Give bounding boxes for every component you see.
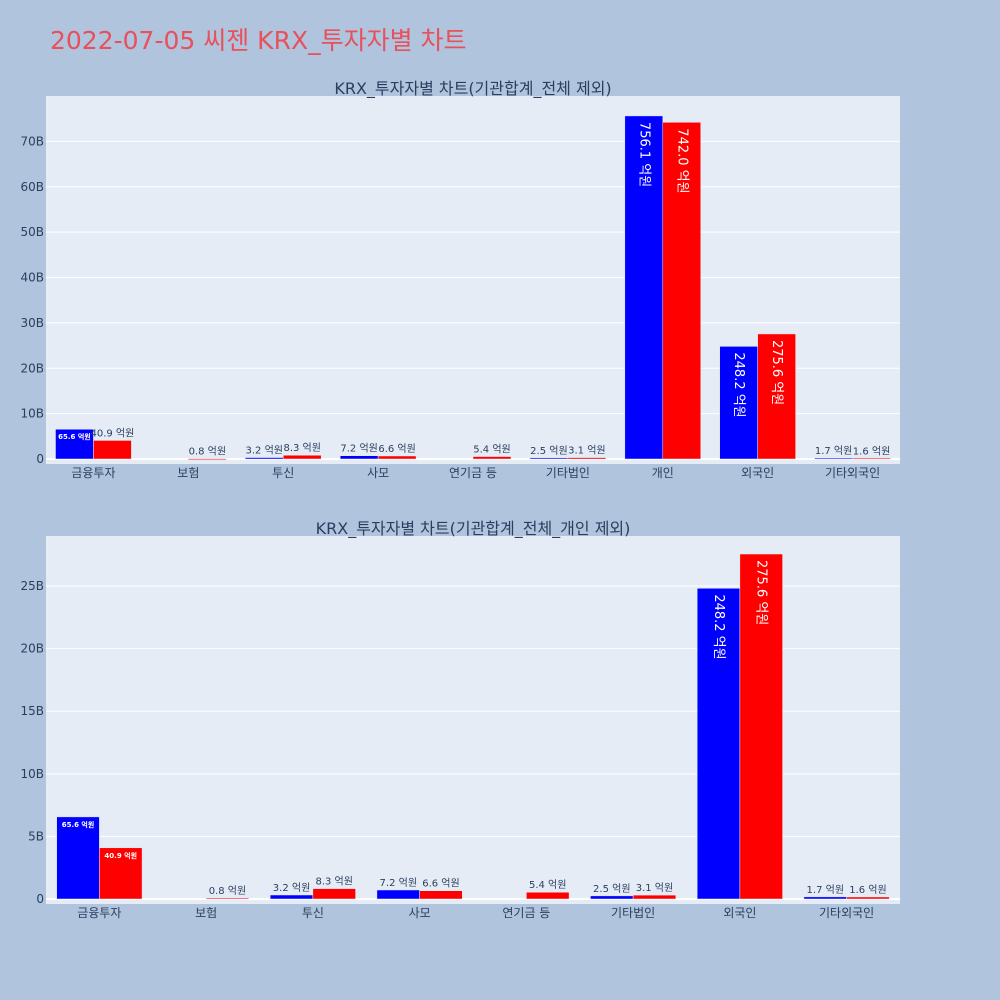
bar — [282, 454, 322, 460]
data-label: 1.7 억원 — [815, 445, 852, 457]
bar — [662, 122, 701, 460]
x-tick-label: 금융투자 — [71, 466, 115, 480]
bar — [814, 457, 853, 460]
bar — [739, 553, 783, 900]
bar — [99, 847, 143, 900]
y-tick-label: 20B — [20, 642, 44, 656]
data-label: 248.2 억원 — [731, 352, 746, 417]
bar — [590, 895, 634, 900]
x-tick-label: 기타외국인 — [825, 466, 880, 480]
data-label: 3.1 억원 — [636, 882, 673, 894]
y-tick-label: 60B — [20, 180, 44, 194]
bar — [632, 894, 677, 900]
data-label: 0.8 억원 — [189, 446, 226, 458]
bar — [312, 888, 356, 900]
chart-title: KRX_투자자별 차트(기관합계_전체 제외) — [334, 79, 611, 99]
bar — [269, 894, 314, 900]
y-tick-label: 50B — [20, 225, 44, 239]
data-label: 3.2 억원 — [273, 882, 310, 894]
bar — [376, 889, 420, 900]
y-tick-label: 30B — [20, 316, 44, 330]
data-label: 742.0 억원 — [674, 128, 689, 193]
data-label: 275.6 억원 — [754, 560, 769, 625]
data-label: 5.4 억원 — [473, 444, 510, 456]
x-tick-label: 금융투자 — [77, 906, 121, 920]
data-label: 65.6 억원 — [58, 432, 91, 441]
data-label: 2.5 억원 — [530, 445, 567, 457]
x-tick-label: 사모 — [367, 466, 389, 480]
bar — [245, 457, 284, 460]
y-tick-label: 70B — [20, 134, 44, 148]
x-tick-label: 투신 — [302, 906, 324, 920]
bar — [624, 115, 664, 460]
data-label: 7.2 억원 — [340, 443, 377, 455]
bar — [567, 457, 607, 460]
bar — [56, 816, 100, 900]
x-tick-label: 연기금 등 — [502, 906, 550, 920]
chart-title: KRX_투자자별 차트(기관합계_전체_개인 제외) — [316, 519, 631, 539]
bar — [846, 896, 890, 900]
data-label: 65.6 억원 — [62, 820, 95, 829]
data-label: 248.2 억원 — [711, 594, 726, 659]
data-label: 7.2 억원 — [380, 877, 417, 889]
data-label: 40.9 억원 — [104, 851, 137, 860]
x-tick-label: 보험 — [195, 906, 217, 920]
y-tick-label: 5B — [28, 829, 44, 843]
data-label: 3.2 억원 — [246, 445, 283, 457]
bar — [757, 333, 796, 460]
data-label: 8.3 억원 — [315, 876, 352, 888]
data-label: 6.6 억원 — [378, 443, 415, 455]
y-tick-label: 10B — [20, 407, 44, 421]
x-tick-label: 외국인 — [741, 466, 774, 480]
data-label: 275.6 억원 — [769, 340, 784, 405]
x-tick-label: 기타법인 — [546, 466, 590, 480]
chart-bottom: KRX_투자자별 차트(기관합계_전체_개인 제외) 0 5B 10B 15B 20B 25… — [20, 519, 900, 920]
y-tick-label: 0 — [36, 452, 44, 466]
x-tick-label: 기타법인 — [611, 906, 655, 920]
x-tick-label: 개인 — [652, 466, 674, 480]
data-label: 1.7 억원 — [807, 884, 844, 896]
data-label: 6.6 억원 — [422, 878, 459, 890]
data-label: 1.6 억원 — [853, 445, 890, 457]
data-label: 40.9 억원 — [90, 427, 134, 439]
x-tick-label: 투신 — [272, 466, 294, 480]
y-tick-label: 15B — [20, 704, 44, 718]
bar — [719, 346, 758, 460]
data-label: 5.4 억원 — [529, 879, 566, 891]
bar — [803, 896, 847, 900]
bar — [188, 458, 227, 460]
data-label: 8.3 억원 — [283, 442, 320, 454]
y-tick-label: 0 — [36, 892, 44, 906]
x-tick-label: 연기금 등 — [449, 466, 497, 480]
y-tick-label: 10B — [20, 767, 44, 781]
bar — [93, 440, 132, 460]
bar — [472, 456, 512, 460]
data-label: 0.8 억원 — [209, 885, 246, 897]
data-label: 2.5 억원 — [593, 883, 630, 895]
y-tick-label: 40B — [20, 271, 44, 285]
bar — [529, 457, 569, 460]
chart-top: KRX_투자자별 차트(기관합계_전체 제외) 0 10B 20B 30B 40B 50B 6… — [20, 79, 900, 480]
y-tick-label: 20B — [20, 361, 44, 375]
y-tick-label: 25B — [20, 579, 44, 593]
x-tick-label: 보험 — [177, 466, 199, 480]
bar — [205, 897, 250, 900]
page-title: 2022-07-05 씨젠 KRX_투자자별 차트 — [50, 26, 467, 55]
data-label: 756.1 억원 — [636, 122, 651, 187]
x-tick-label: 사모 — [409, 906, 431, 920]
x-tick-label: 기타외국인 — [819, 906, 874, 920]
data-label: 1.6 억원 — [849, 884, 886, 896]
x-tick-label: 외국인 — [723, 906, 756, 920]
bar — [55, 428, 94, 460]
data-label: 3.1 억원 — [568, 445, 605, 457]
bar — [419, 890, 463, 900]
bar — [696, 588, 741, 900]
bar — [526, 891, 570, 900]
bar — [339, 455, 379, 460]
bar — [377, 455, 417, 460]
bar — [852, 458, 891, 460]
